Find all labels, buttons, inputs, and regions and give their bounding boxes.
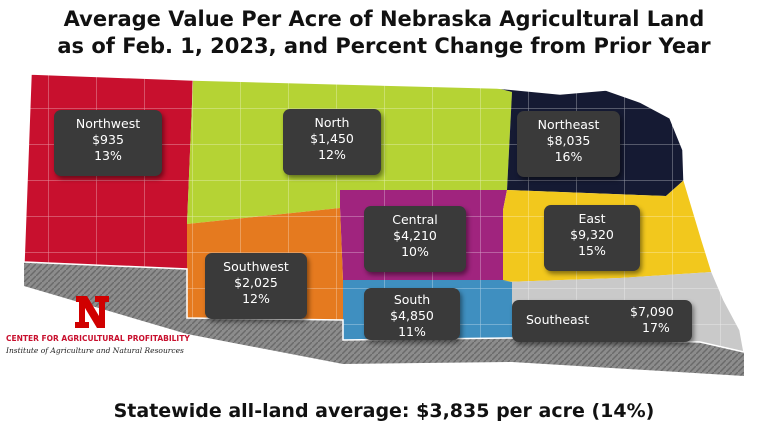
region-change: 17%	[642, 320, 670, 335]
region-label-southwest: Southwest $2,025 12%	[205, 253, 307, 319]
nebraska-n-logo-icon	[75, 296, 109, 328]
region-value: $935	[92, 132, 124, 147]
region-label-southeast: Southeast $7,090 17%	[512, 300, 692, 342]
region-value: $1,450	[310, 131, 354, 146]
center-for-ag-profitability-logo: CENTER FOR AGRICULTURAL PROFITABILITY In…	[6, 292, 190, 362]
map-extrusion	[24, 262, 744, 376]
logo-line-2: Institute of Agriculture and Natural Res…	[6, 346, 184, 355]
region-name: East	[578, 211, 606, 226]
region-name: Southwest	[223, 259, 289, 274]
region-label-central: Central $4,210 10%	[364, 206, 466, 272]
region-label-east: East $9,320 15%	[544, 205, 640, 271]
region-change: 16%	[554, 149, 583, 164]
region-change: 12%	[242, 291, 270, 306]
region-change: 15%	[578, 243, 606, 258]
map-title-line-1: Average Value Per Acre of Nebraska Agric…	[63, 7, 705, 31]
region-change: 10%	[401, 244, 429, 259]
region-change: 13%	[94, 148, 122, 163]
region-label-northwest: Northwest $935 13%	[54, 110, 162, 176]
region-name: South	[393, 292, 431, 307]
region-value: $9,320	[570, 227, 614, 242]
region-change: 12%	[318, 147, 346, 162]
region-label-south: South $4,850 11%	[364, 288, 460, 340]
region-name: North	[314, 115, 350, 130]
region-name: Southeast	[526, 312, 590, 327]
region-name: Central	[392, 212, 438, 227]
region-label-northeast: Northeast $8,035 16%	[517, 111, 620, 177]
region-value: $4,850	[390, 308, 434, 323]
region-value: $8,035	[546, 133, 591, 148]
region-value: $2,025	[234, 275, 278, 290]
region-change: 11%	[398, 324, 426, 339]
logo-line-1: CENTER FOR AGRICULTURAL PROFITABILITY	[6, 334, 190, 343]
region-value: $4,210	[393, 228, 437, 243]
region-name: Northwest	[75, 116, 141, 131]
map-title: Average Value Per Acre of Nebraska Agric…	[0, 6, 768, 60]
region-label-north: North $1,450 12%	[283, 109, 381, 175]
map-title-line-2: as of Feb. 1, 2023, and Percent Change f…	[57, 34, 711, 58]
statewide-average: Statewide all-land average: $3,835 per a…	[113, 400, 655, 422]
region-name: Northeast	[537, 117, 600, 132]
region-value: $7,090	[630, 304, 674, 319]
